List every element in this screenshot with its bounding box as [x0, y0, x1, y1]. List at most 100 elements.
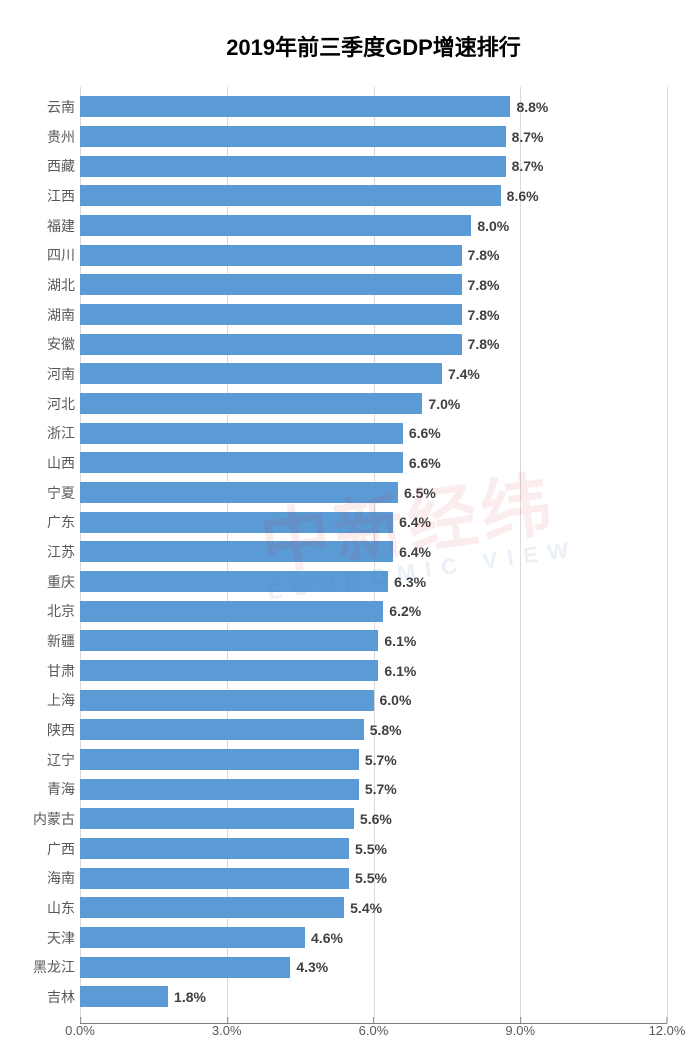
x-tick-label: 0.0%: [65, 1023, 95, 1038]
bar: [80, 156, 506, 177]
bar: [80, 482, 398, 503]
bar-row: 江西8.6%: [80, 181, 667, 211]
bar: [80, 986, 168, 1007]
bar-category-label: 北京: [15, 601, 75, 621]
x-tick-mark: [80, 1017, 81, 1023]
bar-category-label: 湖北: [15, 275, 75, 295]
x-tick-mark: [667, 1017, 668, 1023]
bar-category-label: 河北: [15, 394, 75, 414]
bar-value-label: 5.7%: [365, 752, 397, 768]
bar-value-label: 5.5%: [355, 841, 387, 857]
bar: [80, 126, 506, 147]
bar-row: 宁夏6.5%: [80, 478, 667, 508]
chart-title: 2019年前三季度GDP增速排行: [80, 30, 667, 62]
bar-row: 湖南7.8%: [80, 300, 667, 330]
bar-category-label: 山东: [15, 898, 75, 918]
x-tick-mark: [520, 1017, 521, 1023]
bar-row: 河北7.0%: [80, 389, 667, 419]
bar-value-label: 8.7%: [512, 129, 544, 145]
bar: [80, 245, 462, 266]
bar: [80, 808, 354, 829]
bar-value-label: 6.6%: [409, 425, 441, 441]
bar-category-label: 新疆: [15, 631, 75, 651]
bar-value-label: 5.4%: [350, 900, 382, 916]
bar-row: 重庆6.3%: [80, 567, 667, 597]
bar-value-label: 6.5%: [404, 485, 436, 501]
bar-value-label: 7.8%: [468, 336, 500, 352]
bars-group: 云南8.8%贵州8.7%西藏8.7%江西8.6%福建8.0%四川7.8%湖北7.…: [80, 87, 667, 1017]
bar-row: 内蒙古5.6%: [80, 804, 667, 834]
bar-category-label: 广东: [15, 512, 75, 532]
bar-value-label: 8.0%: [477, 218, 509, 234]
bar-value-label: 8.7%: [512, 158, 544, 174]
bar-category-label: 西藏: [15, 156, 75, 176]
bar-value-label: 5.5%: [355, 870, 387, 886]
bar-category-label: 辽宁: [15, 750, 75, 770]
bar-category-label: 江西: [15, 186, 75, 206]
x-axis: 0.0%3.0%6.0%9.0%12.0%: [80, 1023, 667, 1053]
bar: [80, 897, 344, 918]
bar: [80, 96, 510, 117]
x-tick-label: 6.0%: [359, 1023, 389, 1038]
bar-category-label: 山西: [15, 453, 75, 473]
bar-row: 福建8.0%: [80, 211, 667, 241]
bar-value-label: 7.4%: [448, 366, 480, 382]
bar: [80, 423, 403, 444]
bar: [80, 690, 374, 711]
bar-category-label: 吉林: [15, 987, 75, 1007]
bar-row: 四川7.8%: [80, 240, 667, 270]
bar-category-label: 内蒙古: [15, 809, 75, 829]
bar-value-label: 6.1%: [384, 663, 416, 679]
bar: [80, 541, 393, 562]
bar-value-label: 5.7%: [365, 781, 397, 797]
bar: [80, 512, 393, 533]
bar-row: 山西6.6%: [80, 448, 667, 478]
bar: [80, 363, 442, 384]
bar-category-label: 江苏: [15, 542, 75, 562]
bar: [80, 304, 462, 325]
bar-category-label: 安徽: [15, 334, 75, 354]
bar-value-label: 6.3%: [394, 574, 426, 590]
bar-value-label: 6.1%: [384, 633, 416, 649]
bar-value-label: 6.4%: [399, 514, 431, 530]
bar: [80, 660, 378, 681]
bar: [80, 571, 388, 592]
bar-category-label: 广西: [15, 839, 75, 859]
x-tick: 0.0%: [65, 1023, 95, 1038]
bar-category-label: 四川: [15, 245, 75, 265]
bar-value-label: 6.2%: [389, 603, 421, 619]
plot-area: 云南8.8%贵州8.7%西藏8.7%江西8.6%福建8.0%四川7.8%湖北7.…: [80, 87, 667, 1017]
bar-row: 新疆6.1%: [80, 626, 667, 656]
x-tick-mark: [373, 1017, 374, 1023]
bar-row: 陕西5.8%: [80, 715, 667, 745]
bar: [80, 630, 378, 651]
x-tick-label: 3.0%: [212, 1023, 242, 1038]
bar-category-label: 甘肃: [15, 661, 75, 681]
bar-category-label: 天津: [15, 928, 75, 948]
bar-category-label: 黑龙江: [15, 957, 75, 977]
bar: [80, 719, 364, 740]
bar-row: 安徽7.8%: [80, 329, 667, 359]
bar-value-label: 6.4%: [399, 544, 431, 560]
bar: [80, 927, 305, 948]
bar: [80, 393, 422, 414]
x-tick: 3.0%: [212, 1023, 242, 1038]
bar-category-label: 湖南: [15, 305, 75, 325]
bar-row: 海南5.5%: [80, 863, 667, 893]
bar-value-label: 6.6%: [409, 455, 441, 471]
bar-category-label: 重庆: [15, 572, 75, 592]
bar: [80, 749, 359, 770]
bar-row: 江苏6.4%: [80, 537, 667, 567]
x-tick-label: 12.0%: [649, 1023, 686, 1038]
bar: [80, 274, 462, 295]
gridline: [667, 87, 668, 1017]
bar-value-label: 5.8%: [370, 722, 402, 738]
bar-row: 贵州8.7%: [80, 122, 667, 152]
bar-value-label: 6.0%: [380, 692, 412, 708]
bar-category-label: 青海: [15, 779, 75, 799]
bar: [80, 601, 383, 622]
bar-category-label: 云南: [15, 97, 75, 117]
bar: [80, 452, 403, 473]
bar-row: 云南8.8%: [80, 92, 667, 122]
bar: [80, 838, 349, 859]
